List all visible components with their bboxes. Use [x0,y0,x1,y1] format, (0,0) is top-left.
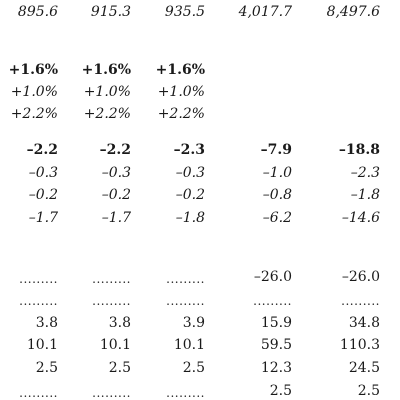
table-cell: ......... [19,272,58,286]
table-cell: –1.0 [262,165,292,181]
table-cell: ......... [341,294,380,308]
table-cell: –7.9 [260,142,292,158]
table-row: 2.5 2.5 2.5 12.3 24.5 [0,359,400,377]
table-cell: +1.6% [8,62,58,78]
table-cell: ......... [92,294,131,308]
table-cell: 8,497.6 [326,4,380,20]
table-cell: –2.3 [173,142,205,158]
table-cell: –0.3 [175,165,205,181]
table-cell: 10.1 [26,337,58,353]
table-cell: –1.8 [175,210,205,226]
table-row: 895.6 915.3 935.5 4,017.7 8,497.6 [0,3,400,21]
table-cell: +2.2% [10,106,58,122]
table-row: –0.3 –0.3 –0.3 –1.0 –2.3 [0,164,400,182]
table-cell: ......... [92,272,131,286]
table-cell: –14.6 [341,210,380,226]
table-row: 10.1 10.1 10.1 59.5 110.3 [0,336,400,354]
table-cell: –0.8 [262,187,292,203]
table-cell: 3.9 [182,315,205,331]
table-cell: –0.2 [28,187,58,203]
table-cell: –2.2 [99,142,131,158]
table-row: –1.7 –1.7 –1.8 –6.2 –14.6 [0,209,400,227]
table-row: –2.2 –2.2 –2.3 –7.9 –18.8 [0,141,400,159]
table-cell: 3.8 [108,315,131,331]
table-cell: –2.3 [350,165,380,181]
table-cell: 895.6 [17,4,58,20]
table-cell: +1.6% [155,62,205,78]
table-cell: +2.2% [83,106,131,122]
table-row: ......... ......... ......... 2.5 2.5 [0,382,400,400]
table-cell: –26.0 [253,269,292,285]
table-cell: 915.3 [90,4,131,20]
table-cell: –1.7 [28,210,58,226]
table-cell: +1.0% [157,84,205,100]
table-cell: +2.2% [157,106,205,122]
table-row: +2.2% +2.2% +2.2% [0,105,400,123]
table-row: +1.6% +1.6% +1.6% [0,61,400,79]
table-cell: –0.2 [175,187,205,203]
table-cell: –18.8 [338,142,380,158]
table-cell: –6.2 [262,210,292,226]
table-cell: –1.8 [350,187,380,203]
table-cell: 110.3 [339,337,380,353]
table-cell: 15.9 [260,315,292,331]
table-cell: 59.5 [260,337,292,353]
table-cell: ......... [19,294,58,308]
table-row: –0.2 –0.2 –0.2 –0.8 –1.8 [0,186,400,204]
table-cell: –0.3 [28,165,58,181]
table-cell: 2.5 [108,360,131,376]
table-cell: –26.0 [341,269,380,285]
table-cell: –0.2 [101,187,131,203]
table-cell: ......... [253,294,292,308]
table-cell: ......... [92,386,131,400]
table-cell: –1.7 [101,210,131,226]
table-cell: ......... [166,294,205,308]
table-cell: –0.3 [101,165,131,181]
table-cell: +1.0% [83,84,131,100]
table-row: 3.8 3.8 3.9 15.9 34.8 [0,314,400,332]
table-cell: 935.5 [164,4,205,20]
table-cell: 12.3 [260,360,292,376]
table-cell: 10.1 [173,337,205,353]
table-cell: 2.5 [269,383,292,399]
table-cell: 24.5 [348,360,380,376]
table-row: +1.0% +1.0% +1.0% [0,83,400,101]
table-cell: ......... [19,386,58,400]
table-cell: 10.1 [99,337,131,353]
table-cell: +1.6% [81,62,131,78]
table-cell: 2.5 [357,383,380,399]
table-cell: 2.5 [182,360,205,376]
table-row: ......... ......... ......... –26.0 –26.… [0,268,400,286]
table-cell: ......... [166,386,205,400]
table-cell: 2.5 [35,360,58,376]
table-cell: +1.0% [10,84,58,100]
table-cell: –2.2 [26,142,58,158]
table-cell: 34.8 [348,315,380,331]
table-cell: 3.8 [35,315,58,331]
table-row: ......... ......... ......... ......... … [0,290,400,308]
table-cell: 4,017.7 [238,4,292,20]
table-cell: ......... [166,272,205,286]
